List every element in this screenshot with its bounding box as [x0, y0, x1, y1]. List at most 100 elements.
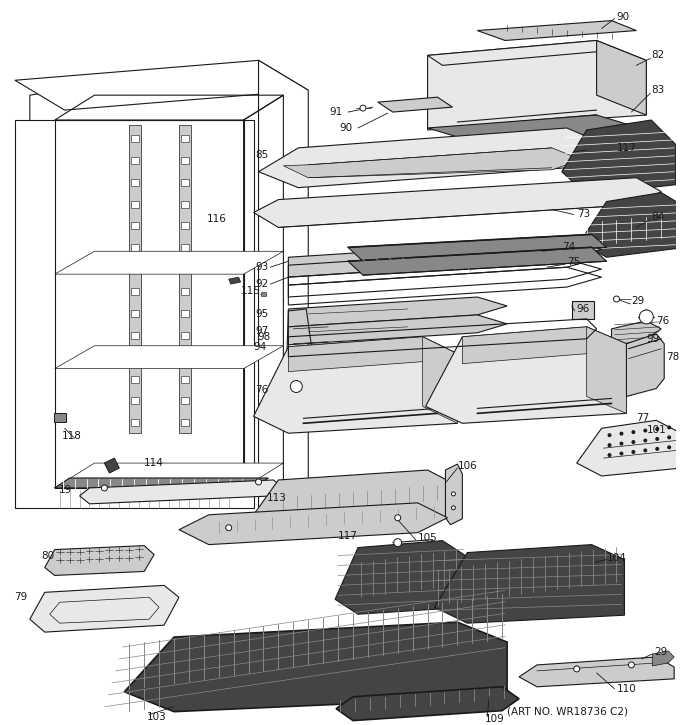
Polygon shape	[428, 41, 611, 65]
Polygon shape	[335, 541, 465, 614]
Polygon shape	[80, 480, 284, 504]
Text: 115: 115	[241, 286, 260, 296]
Polygon shape	[15, 120, 254, 507]
Text: 78: 78	[666, 352, 679, 362]
Polygon shape	[577, 420, 680, 476]
Polygon shape	[228, 277, 241, 284]
Circle shape	[256, 479, 262, 485]
Bar	[181, 244, 189, 252]
Text: 94: 94	[253, 341, 267, 352]
Circle shape	[644, 439, 647, 442]
Circle shape	[620, 432, 623, 435]
Polygon shape	[54, 252, 284, 274]
Circle shape	[101, 485, 107, 491]
Polygon shape	[54, 480, 258, 488]
Bar	[179, 125, 191, 434]
Text: 97: 97	[255, 326, 269, 336]
Text: 90: 90	[340, 123, 353, 133]
Circle shape	[226, 525, 232, 531]
Bar	[131, 223, 139, 229]
Polygon shape	[284, 148, 581, 178]
Polygon shape	[426, 327, 626, 423]
Circle shape	[644, 429, 647, 432]
Bar	[131, 201, 139, 207]
Text: 77: 77	[636, 413, 649, 423]
Polygon shape	[519, 657, 674, 687]
Bar	[181, 288, 189, 295]
Circle shape	[394, 539, 402, 547]
Circle shape	[452, 492, 456, 496]
Circle shape	[395, 515, 401, 521]
Polygon shape	[652, 651, 674, 666]
Polygon shape	[45, 546, 154, 576]
Bar	[181, 376, 189, 383]
Text: 113: 113	[267, 493, 286, 503]
Bar	[131, 397, 139, 405]
Text: 29: 29	[632, 296, 645, 306]
Text: 84: 84	[651, 212, 664, 223]
Polygon shape	[254, 337, 458, 434]
Bar	[131, 354, 139, 360]
Circle shape	[608, 454, 611, 457]
Text: 76: 76	[656, 316, 670, 326]
Polygon shape	[422, 337, 458, 423]
Circle shape	[360, 105, 366, 111]
Text: 79: 79	[14, 592, 28, 602]
Text: 98: 98	[257, 332, 271, 341]
Circle shape	[656, 447, 659, 450]
Bar	[131, 376, 139, 383]
Text: 29: 29	[654, 647, 668, 657]
Text: 85: 85	[255, 150, 269, 160]
Circle shape	[608, 444, 611, 447]
Circle shape	[656, 428, 659, 431]
Text: 92: 92	[255, 279, 269, 289]
Bar	[181, 223, 189, 229]
Polygon shape	[105, 458, 119, 473]
Text: 105: 105	[418, 533, 437, 542]
Polygon shape	[288, 297, 507, 327]
Bar	[572, 301, 594, 319]
Bar	[131, 135, 139, 142]
Text: (ART NO. WR18736 C2): (ART NO. WR18736 C2)	[507, 707, 628, 716]
Text: 114: 114	[144, 458, 164, 468]
Text: 82: 82	[651, 51, 664, 60]
Text: 96: 96	[577, 304, 590, 314]
Polygon shape	[288, 315, 507, 345]
Bar	[131, 244, 139, 252]
Circle shape	[632, 431, 635, 434]
Polygon shape	[15, 60, 308, 110]
Bar	[181, 157, 189, 164]
Bar	[131, 310, 139, 317]
Text: 93: 93	[255, 262, 269, 272]
Polygon shape	[258, 60, 308, 508]
Polygon shape	[54, 478, 269, 488]
Text: 19: 19	[58, 485, 71, 495]
Circle shape	[668, 426, 670, 429]
Polygon shape	[462, 327, 626, 364]
Polygon shape	[579, 193, 680, 257]
Polygon shape	[336, 687, 519, 721]
Text: 103: 103	[147, 712, 167, 721]
Text: 74: 74	[562, 242, 575, 252]
Polygon shape	[54, 346, 284, 368]
Text: 99: 99	[646, 334, 660, 344]
Circle shape	[632, 450, 635, 453]
Polygon shape	[611, 321, 661, 347]
Bar	[131, 419, 139, 426]
Bar	[181, 266, 189, 273]
Text: 101: 101	[646, 426, 666, 435]
Bar	[181, 201, 189, 207]
Text: 110: 110	[617, 684, 636, 694]
Text: 91: 91	[330, 107, 343, 117]
Polygon shape	[54, 463, 284, 488]
Polygon shape	[587, 327, 626, 413]
Bar	[131, 157, 139, 164]
Polygon shape	[348, 247, 607, 276]
Circle shape	[656, 437, 659, 440]
Text: 116: 116	[207, 215, 226, 225]
Bar	[181, 332, 189, 339]
Circle shape	[574, 666, 579, 672]
Polygon shape	[428, 41, 646, 130]
Polygon shape	[445, 464, 462, 525]
Circle shape	[620, 452, 623, 455]
